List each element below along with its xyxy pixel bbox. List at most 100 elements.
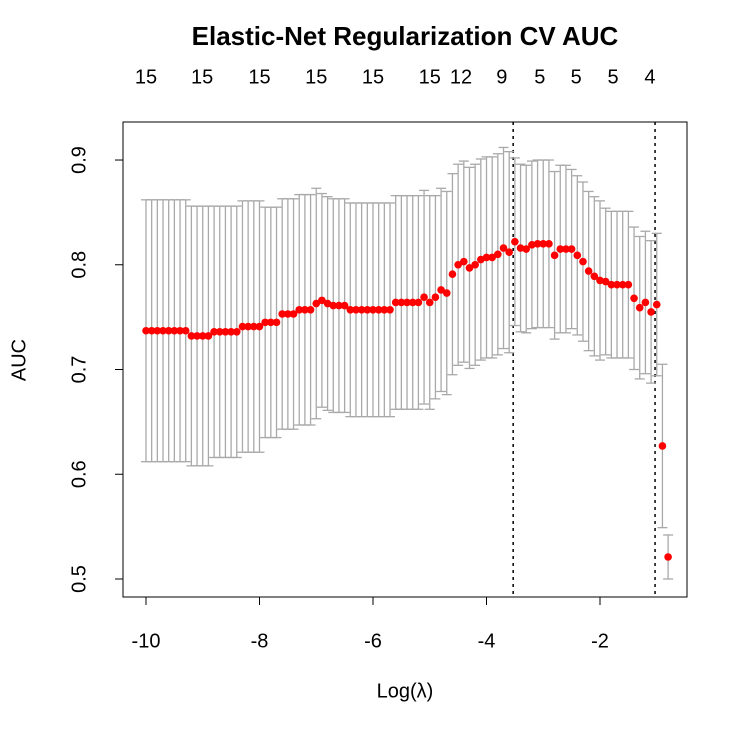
chart-title: Elastic-Net Regularization CV AUC xyxy=(192,21,619,51)
point xyxy=(159,326,167,335)
point xyxy=(590,272,599,281)
point xyxy=(652,300,661,309)
point xyxy=(664,553,672,561)
point xyxy=(210,327,218,336)
point xyxy=(596,276,604,285)
point xyxy=(142,326,150,335)
point xyxy=(528,241,536,249)
point xyxy=(533,240,542,248)
point xyxy=(380,306,389,314)
point xyxy=(176,326,184,335)
point xyxy=(255,322,264,331)
y-tick-label: 0.6 xyxy=(68,460,90,488)
x-tick-label: -8 xyxy=(251,630,269,652)
point xyxy=(431,293,440,302)
point xyxy=(193,332,201,340)
point xyxy=(278,310,286,318)
point xyxy=(391,298,400,307)
top-tick-label: 12 xyxy=(450,66,472,88)
top-tick-label: 9 xyxy=(496,66,507,88)
top-tick-label: 15 xyxy=(419,66,441,88)
point xyxy=(312,299,321,308)
top-tick-label: 15 xyxy=(191,66,213,88)
x-tick-label: -10 xyxy=(132,630,161,652)
y-tick-label: 0.8 xyxy=(68,251,90,279)
point xyxy=(289,310,298,318)
point xyxy=(630,294,638,303)
point xyxy=(607,280,616,289)
point xyxy=(425,298,434,307)
x-axis-label: Log(λ) xyxy=(377,680,434,702)
top-tick-label: 5 xyxy=(534,66,545,88)
point xyxy=(414,298,423,307)
top-tick-label: 15 xyxy=(135,66,157,88)
point xyxy=(550,251,559,260)
point xyxy=(204,332,213,340)
point xyxy=(579,257,587,266)
point xyxy=(198,332,207,340)
x-tick-label: -4 xyxy=(478,630,496,652)
point xyxy=(499,244,508,252)
point xyxy=(539,240,548,248)
point xyxy=(448,270,457,278)
point xyxy=(215,327,224,336)
x-tick-label: -2 xyxy=(591,630,609,652)
point xyxy=(601,277,610,286)
point xyxy=(164,326,173,335)
point xyxy=(556,245,565,253)
top-tick-label: 4 xyxy=(644,66,655,88)
point xyxy=(516,244,525,252)
point xyxy=(335,301,343,310)
point xyxy=(624,280,633,289)
top-tick-label: 15 xyxy=(362,66,384,88)
point xyxy=(232,327,241,336)
point xyxy=(442,289,451,297)
point xyxy=(221,327,230,336)
point xyxy=(465,264,474,272)
point xyxy=(374,306,383,314)
point xyxy=(346,306,355,314)
point xyxy=(267,318,275,327)
point xyxy=(261,318,269,327)
point xyxy=(153,326,162,335)
point xyxy=(647,308,655,316)
point xyxy=(567,245,576,253)
point xyxy=(363,306,372,314)
point xyxy=(357,306,366,314)
point xyxy=(329,301,338,310)
point xyxy=(238,322,247,331)
point xyxy=(482,253,491,262)
y-tick-label: 0.7 xyxy=(68,356,90,384)
point xyxy=(272,318,281,327)
y-axis-label: AUC xyxy=(8,339,30,381)
point xyxy=(408,298,417,307)
point xyxy=(584,267,593,275)
point xyxy=(522,245,531,253)
point xyxy=(505,248,513,256)
point xyxy=(295,306,304,314)
point xyxy=(573,251,582,260)
point xyxy=(635,303,644,312)
point xyxy=(227,327,235,336)
point xyxy=(562,245,570,253)
point xyxy=(618,280,627,289)
point xyxy=(340,301,349,310)
point xyxy=(471,260,479,269)
point xyxy=(658,442,667,450)
point xyxy=(641,298,650,307)
point xyxy=(306,306,315,314)
top-tick-label: 5 xyxy=(607,66,618,88)
point xyxy=(420,293,428,302)
point xyxy=(403,298,411,307)
point xyxy=(250,322,258,331)
point xyxy=(301,306,309,314)
point xyxy=(181,326,190,335)
point xyxy=(511,237,519,246)
point xyxy=(170,326,179,335)
point xyxy=(459,257,468,266)
point xyxy=(369,306,377,314)
point xyxy=(147,326,156,335)
top-tick-label: 5 xyxy=(571,66,582,88)
point xyxy=(187,332,196,340)
